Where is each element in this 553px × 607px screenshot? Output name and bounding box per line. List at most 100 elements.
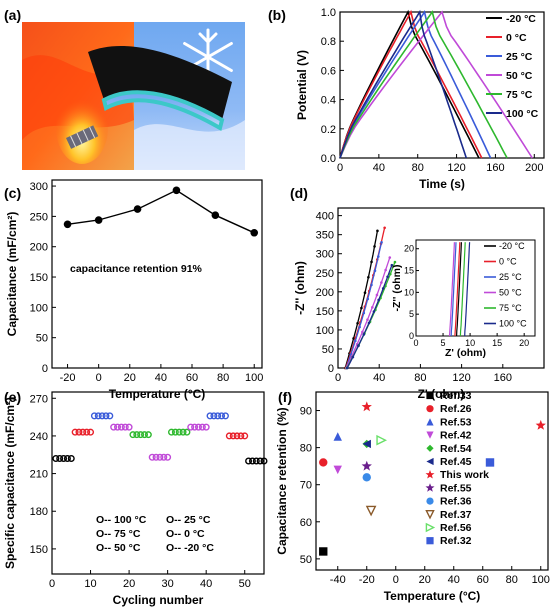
retention-legend-marker-10 [425,522,436,533]
retention-legend-label-6: This work [440,469,489,481]
cycle-point-7 [191,423,199,431]
y-tick-label: 210 [30,469,48,481]
nyquist-point [370,283,373,287]
cycle-legend-3: O-- 0 °C [166,528,205,540]
mesh-clip-icon [66,125,99,149]
y-axis-label: Capacitance (mF/cm²) [5,212,19,337]
plot-frame [51,179,263,369]
y-tick-label: 270 [30,393,48,405]
cycle-point-9 [225,432,233,440]
cycle-point-2 [98,412,106,420]
inset-x-tick-label: 5 [441,338,446,348]
y-axis-label: Capacitance retention (%) [275,407,289,554]
nyquist-point [353,339,357,343]
cycle-point-7 [202,423,210,431]
retention-legend-label-10: Ref.56 [440,522,472,534]
panel-a [22,22,245,170]
panel-label-a: (a) [4,7,21,23]
retention-legend-marker-4 [426,444,434,452]
y-tick-label: 0 [328,363,334,375]
x-tick-label: 40 [448,574,460,586]
y-tick-label: 50 [300,554,312,566]
cycle-legend-5: O-- -20 °C [166,542,214,554]
y-tick-label: 300 [30,181,48,193]
nyquist-point [362,333,366,336]
cycle-point-4 [129,431,137,439]
panel-label-c: (c) [4,185,21,201]
retention-point-12 [485,458,495,467]
panel-label-e: (e) [4,389,21,405]
legend-label-3: 50 °C [506,70,533,82]
x-tick-label: -40 [330,574,346,586]
retention-point-9 [362,473,371,482]
inset-x-label: Z' (ohm) [445,347,486,359]
cycle-legend-1: O-- 25 °C [166,514,211,526]
retention-legend-marker-8 [426,497,434,505]
cycle-point-4 [141,431,149,439]
nyquist-point [386,275,389,279]
retention-point-11 [376,434,388,446]
y-tick-label: 400 [316,211,334,223]
cycle-point-1 [71,428,79,436]
inset-x-tick-label: 15 [492,338,502,348]
x-tick-label: 30 [162,578,174,590]
inset-legend-label-3: 50 °C [499,288,522,298]
cycle-point-9 [237,432,245,440]
y-tick-label: 150 [30,272,48,284]
panel-c: -20 0 20 40 60 80 100 0 50 100 150 200 250 300 Tempera… [5,179,263,401]
retention-legend-marker-11 [426,537,434,545]
cycle-point-7 [187,423,195,431]
nyquist-curve-2 [345,242,383,369]
retention-legend-marker-7 [425,483,435,492]
y-tick-label: 150 [316,306,334,318]
cycle-point-10 [260,457,268,465]
nyquist-curve-3 [345,257,391,369]
y-tick-label: 0.6 [321,65,336,77]
x-tick-label: 20 [419,574,431,586]
cycle-point-1 [79,428,87,436]
nyquist-point [362,311,366,315]
cycle-legend-0: O-- 100 °C [96,514,147,526]
nyquist-point [388,256,392,259]
cycle-point-0 [63,455,71,463]
inset-curve-0 [456,242,462,337]
cycle-point-3 [114,423,122,431]
x-tick-label: 0 [96,372,102,384]
y-tick-label: 0.2 [321,124,336,136]
y-tick-label: 150 [30,544,48,556]
y-tick-label: 350 [316,230,334,242]
nyquist-point [376,229,379,233]
legend-label-0: -20 °C [506,13,536,25]
legend-label-4: 75 °C [506,89,533,101]
cycle-point-8 [210,412,218,420]
legend-label-1: 0 °C [506,32,527,44]
cycle-point-4 [133,431,141,439]
retention-legend-marker-3 [426,431,434,439]
nyquist-point [356,321,359,325]
nyquist-point [393,260,397,264]
x-tick-label: 80 [412,162,424,174]
retention-legend-label-5: Ref.45 [440,456,472,468]
cycle-point-1 [83,428,91,436]
inset-curve-2 [450,242,457,337]
inset-y-label: -Z'' (ohm) [391,265,403,312]
inset-curve-4 [459,242,466,337]
x-tick-label: 80 [217,372,229,384]
flame-icon [56,92,108,164]
retention-point-7 [535,419,546,430]
cycle-point-0 [56,455,64,463]
cycle-point-9 [233,432,241,440]
cycle-point-6 [167,428,175,436]
panel-f: -40 -20 0 20 40 60 80 100 50 60 70 80 90 Temperature … [275,390,550,603]
panel-label-b: (b) [268,7,286,23]
cycle-point-1 [87,428,95,436]
nyquist-point [384,268,387,272]
cycle-point-5 [156,453,164,461]
inset-y-tick-label: 5 [409,309,414,319]
cycle-point-2 [102,412,110,420]
inset-curve-3 [448,242,455,337]
y-tick-label: 180 [30,506,48,518]
cycle-point-7 [198,423,206,431]
